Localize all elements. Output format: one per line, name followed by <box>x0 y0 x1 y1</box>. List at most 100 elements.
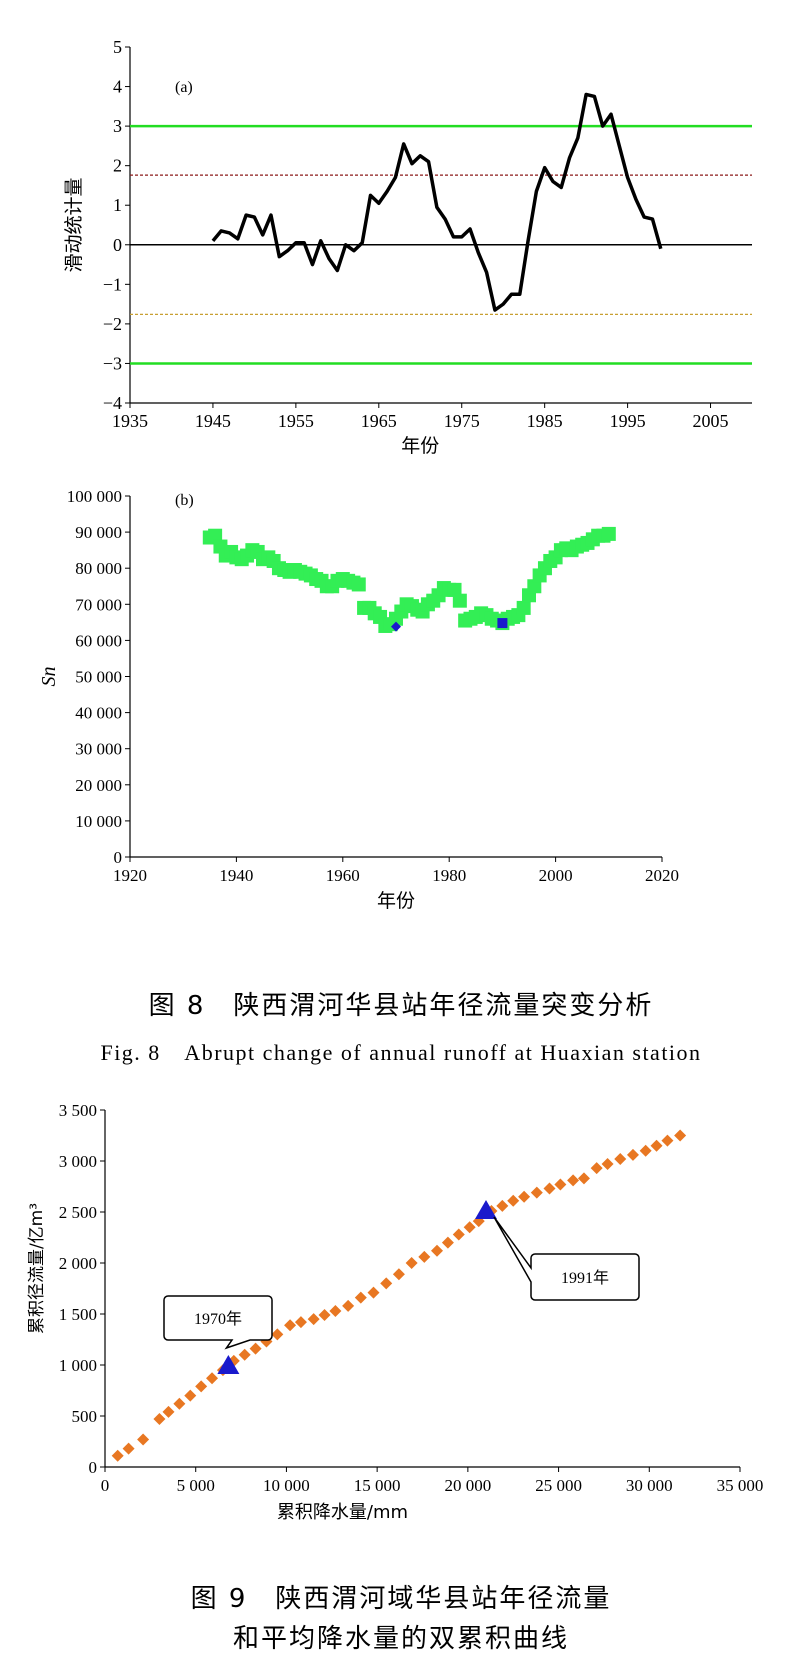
data-point <box>227 1354 240 1367</box>
y-tick-label: 3 500 <box>59 1101 97 1120</box>
data-point <box>463 1221 476 1234</box>
data-point <box>577 1172 590 1185</box>
break-point-marker <box>475 1199 497 1219</box>
data-point <box>518 1190 531 1203</box>
data-point <box>452 593 467 608</box>
y-tick-label: 30 000 <box>75 740 122 759</box>
x-tick-label: 20 000 <box>444 1476 491 1495</box>
y-tick-label: −1 <box>103 274 122 294</box>
data-point <box>405 1257 418 1269</box>
y-tick-label: 4 <box>113 77 122 97</box>
data-point <box>516 600 531 615</box>
data-point <box>554 1178 567 1191</box>
data-point <box>441 1236 454 1249</box>
figure-9-caption-line2: 和平均降水量的双累积曲线 <box>232 1624 569 1654</box>
data-point <box>206 1372 219 1385</box>
x-tick-label: 1935 <box>112 411 148 431</box>
y-tick-label: −4 <box>103 393 122 413</box>
highlight-point <box>497 618 508 629</box>
x-tick-label: 2020 <box>645 866 679 885</box>
data-point <box>507 1194 520 1207</box>
x-tick-label: 1965 <box>361 411 397 431</box>
y-tick-label: 1 000 <box>59 1356 97 1375</box>
x-tick-label: 1975 <box>444 411 480 431</box>
data-point <box>122 1442 135 1455</box>
x-tick-label: 30 000 <box>626 1476 673 1495</box>
y-tick-label: −3 <box>103 353 122 373</box>
data-point <box>380 1277 393 1290</box>
data-point <box>601 1158 614 1171</box>
data-point <box>351 577 366 592</box>
data-point <box>318 1309 331 1322</box>
data-point <box>208 528 223 543</box>
data-point <box>238 1348 251 1361</box>
y-tick-label: 0 <box>113 235 122 255</box>
data-point <box>354 1291 367 1304</box>
data-point <box>639 1144 652 1157</box>
data-point <box>111 1449 124 1462</box>
x-tick-label: 2000 <box>539 866 573 885</box>
y-tick-label: 10 000 <box>75 812 122 831</box>
data-point <box>447 582 462 597</box>
y-axis-label: Sn <box>38 667 60 687</box>
y-tick-label: 2 500 <box>59 1203 97 1222</box>
data-point <box>249 1342 262 1355</box>
data-point <box>674 1129 687 1142</box>
callout-box <box>163 1295 273 1350</box>
callout-1970: 1970年 <box>163 1295 273 1350</box>
data-point <box>184 1389 197 1402</box>
data-point <box>431 1244 444 1257</box>
callout-label: 1970年 <box>194 1310 242 1328</box>
y-tick-label: 80 000 <box>75 559 122 578</box>
y-tick-label: 70 000 <box>75 595 122 614</box>
y-tick-label: 3 <box>113 116 122 136</box>
data-point <box>271 1328 284 1341</box>
data-point <box>195 1380 208 1393</box>
callout-box <box>493 1216 640 1301</box>
figure-9-caption-line1: 图 9 陕西渭河域华县站年径流量 <box>190 1584 612 1614</box>
break-point-marker <box>217 1355 240 1375</box>
x-tick-label: 1945 <box>195 411 231 431</box>
y-tick-label: 40 000 <box>75 704 122 723</box>
y-axis-label: 累积径流量/亿m³ <box>27 1203 47 1334</box>
data-point <box>601 526 616 541</box>
data-point <box>153 1413 166 1426</box>
x-tick-label: 1955 <box>278 411 314 431</box>
x-tick-label: 5 000 <box>177 1476 215 1495</box>
data-point <box>661 1134 674 1147</box>
y-tick-label: 1 500 <box>59 1305 97 1324</box>
data-point <box>284 1319 297 1332</box>
figure-8-caption-cn: 图 8 陕西渭河华县站年径流量突变分析 <box>148 991 654 1021</box>
panel-label: (b) <box>175 492 194 509</box>
data-point <box>342 1299 355 1312</box>
data-point <box>173 1397 186 1410</box>
y-tick-label: 5 <box>113 37 122 57</box>
figure-8-caption-en: Fig. 8 Abrupt change of annual runoff at… <box>100 1040 702 1065</box>
x-tick-label: 1985 <box>527 411 563 431</box>
y-tick-label: 60 000 <box>75 631 122 650</box>
chart-a: −4 −3 −2 −1 0 1 2 3 4 5 1935 1945 1955 1965 1975 1985 19… <box>63 37 752 457</box>
data-point <box>307 1313 320 1326</box>
y-tick-label: −2 <box>103 314 122 334</box>
x-tick-label: 25 000 <box>535 1476 582 1495</box>
data-point <box>543 1182 556 1195</box>
y-tick-label: 500 <box>72 1407 98 1426</box>
series-line <box>211 92 663 312</box>
x-tick-label: 10 000 <box>263 1476 310 1495</box>
data-point <box>137 1433 150 1446</box>
y-tick-label: 100 000 <box>67 487 122 506</box>
y-tick-label: 2 000 <box>59 1254 97 1273</box>
chart-b: 0 10 000 20 000 30 000 40 000 50 000 60 000 70 … <box>38 487 679 912</box>
data-point <box>392 1268 405 1281</box>
data-point <box>650 1139 663 1152</box>
callout-1991: 1991年 <box>493 1216 640 1301</box>
data-point <box>496 1199 509 1212</box>
y-axis-label: 滑动统计量 <box>63 177 85 272</box>
x-axis-label: 年份 <box>377 890 415 912</box>
data-point <box>367 1286 380 1299</box>
y-tick-label: 50 000 <box>75 668 122 687</box>
data-point <box>527 579 542 594</box>
data-point <box>590 1162 603 1175</box>
x-tick-label: 1960 <box>326 866 360 885</box>
x-axis-label: 年份 <box>401 435 439 457</box>
